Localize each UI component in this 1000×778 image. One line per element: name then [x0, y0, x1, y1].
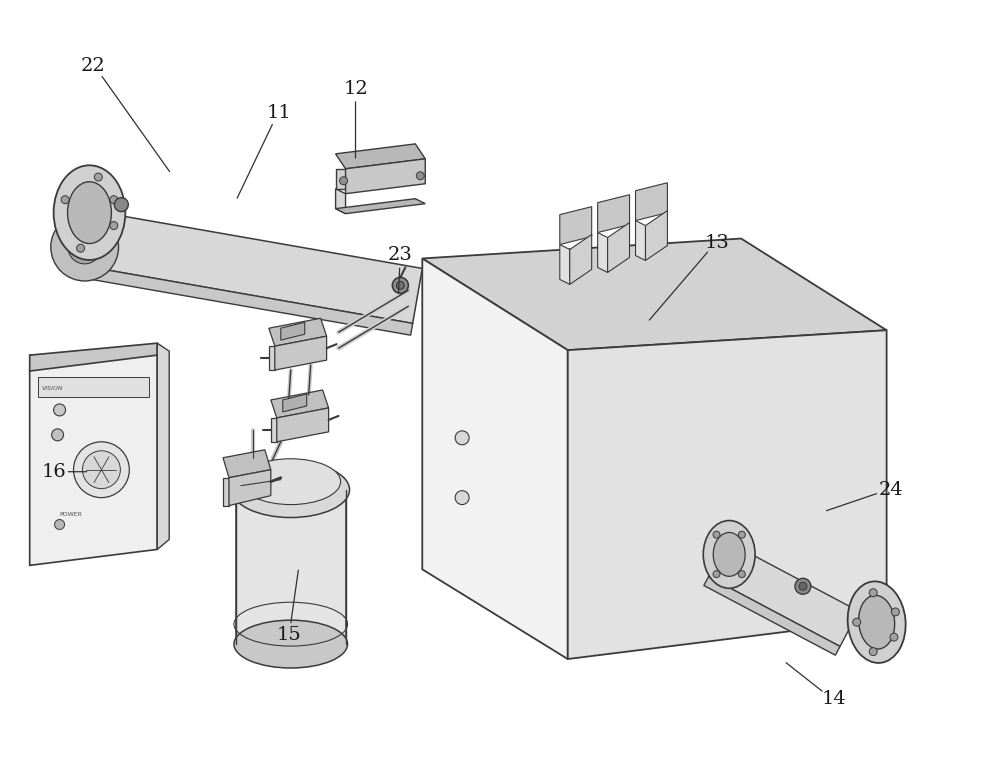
Polygon shape: [704, 576, 840, 655]
Circle shape: [52, 429, 64, 441]
Text: 15: 15: [276, 626, 301, 644]
Polygon shape: [336, 144, 425, 169]
Circle shape: [82, 450, 120, 489]
Circle shape: [891, 608, 899, 616]
Circle shape: [869, 589, 877, 597]
Circle shape: [77, 244, 85, 252]
Circle shape: [392, 278, 408, 293]
Polygon shape: [422, 258, 568, 659]
Polygon shape: [283, 394, 307, 412]
Circle shape: [738, 570, 745, 577]
Polygon shape: [336, 189, 346, 214]
Polygon shape: [281, 322, 305, 340]
Polygon shape: [598, 194, 630, 233]
Text: 22: 22: [81, 57, 106, 75]
Circle shape: [94, 173, 102, 181]
Polygon shape: [336, 198, 425, 214]
Circle shape: [340, 177, 348, 184]
Circle shape: [853, 619, 861, 626]
Polygon shape: [271, 418, 277, 442]
Polygon shape: [560, 244, 570, 285]
Ellipse shape: [232, 461, 350, 517]
Text: VISION: VISION: [42, 387, 63, 391]
Polygon shape: [636, 183, 667, 221]
Polygon shape: [568, 330, 887, 659]
Polygon shape: [223, 478, 229, 506]
Ellipse shape: [68, 182, 111, 244]
Text: 11: 11: [266, 104, 291, 122]
Circle shape: [738, 531, 745, 538]
Ellipse shape: [241, 459, 341, 505]
Polygon shape: [38, 377, 149, 397]
Polygon shape: [277, 408, 329, 442]
Ellipse shape: [68, 230, 101, 264]
Circle shape: [890, 633, 898, 641]
Circle shape: [869, 647, 877, 656]
Text: POWER: POWER: [60, 512, 82, 517]
Circle shape: [416, 172, 424, 180]
Text: 12: 12: [343, 80, 368, 98]
Ellipse shape: [713, 532, 745, 576]
Polygon shape: [645, 211, 667, 261]
Circle shape: [799, 582, 807, 591]
Polygon shape: [82, 211, 422, 324]
Polygon shape: [269, 346, 275, 370]
Polygon shape: [30, 355, 157, 374]
Circle shape: [54, 404, 66, 416]
Polygon shape: [229, 470, 271, 506]
Polygon shape: [275, 336, 327, 370]
Ellipse shape: [51, 213, 119, 281]
Polygon shape: [608, 223, 630, 272]
Polygon shape: [157, 343, 169, 549]
Circle shape: [713, 570, 720, 577]
Polygon shape: [30, 355, 157, 566]
Ellipse shape: [703, 520, 755, 588]
Circle shape: [55, 520, 65, 530]
Polygon shape: [269, 318, 327, 346]
Polygon shape: [223, 450, 271, 478]
Text: 23: 23: [388, 247, 413, 265]
Polygon shape: [598, 233, 608, 272]
Polygon shape: [80, 265, 413, 335]
Circle shape: [455, 431, 469, 445]
Circle shape: [61, 196, 69, 204]
Polygon shape: [346, 159, 425, 194]
Circle shape: [396, 282, 404, 289]
Polygon shape: [236, 489, 346, 644]
Circle shape: [114, 198, 128, 212]
Text: 16: 16: [41, 463, 66, 481]
Polygon shape: [271, 390, 329, 418]
Circle shape: [455, 491, 469, 505]
Ellipse shape: [234, 620, 348, 668]
Polygon shape: [570, 234, 592, 285]
Ellipse shape: [848, 581, 906, 663]
Circle shape: [110, 196, 118, 204]
Circle shape: [795, 578, 811, 594]
Polygon shape: [336, 169, 346, 189]
Text: 13: 13: [705, 233, 730, 251]
Circle shape: [74, 442, 129, 498]
Polygon shape: [636, 221, 645, 261]
Polygon shape: [709, 541, 859, 647]
Ellipse shape: [54, 165, 125, 260]
Polygon shape: [422, 239, 887, 350]
Ellipse shape: [859, 595, 895, 649]
Text: 14: 14: [821, 690, 846, 708]
Text: 24: 24: [878, 481, 903, 499]
Circle shape: [110, 222, 118, 230]
Polygon shape: [560, 207, 592, 244]
Polygon shape: [30, 343, 157, 371]
Circle shape: [713, 531, 720, 538]
